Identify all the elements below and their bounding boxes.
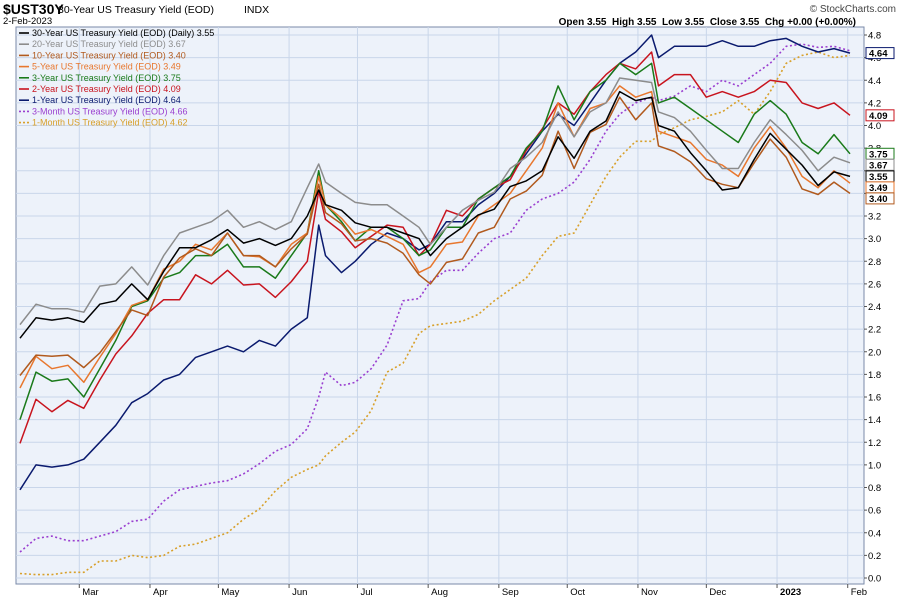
y-tick-label: 4.4 bbox=[868, 76, 881, 87]
grid-layer bbox=[16, 27, 864, 584]
legend-entry: 2-Year US Treasury Yield (EOD) 4.09 bbox=[32, 84, 181, 94]
y-tick-label: 1.2 bbox=[868, 438, 881, 449]
watermark: © StockCharts.com bbox=[810, 4, 896, 15]
last-value-badge bbox=[865, 158, 895, 171]
x-tick-label: May bbox=[221, 587, 239, 598]
last-value-label: 3.55 bbox=[869, 172, 888, 183]
series-line bbox=[19, 43, 851, 553]
last-value-label: 4.64 bbox=[869, 49, 888, 60]
y-tick-label: 0.6 bbox=[868, 506, 881, 517]
y-tick-label: 2.2 bbox=[868, 325, 881, 336]
y-tick-label: 2.4 bbox=[868, 302, 881, 313]
last-value-badge bbox=[865, 192, 895, 205]
ohlc-readout: Open 3.55 High 3.55 Low 3.55 Close 3.55 … bbox=[559, 17, 856, 28]
x-tick-label: Mar bbox=[82, 587, 98, 598]
y-tick-label: 4.0 bbox=[868, 121, 881, 132]
y-tick-label: 4.8 bbox=[868, 31, 881, 42]
x-tick-label: Feb bbox=[851, 587, 867, 598]
last-value-badge bbox=[865, 47, 895, 60]
legend-entry: 10-Year US Treasury Yield (EOD) 3.40 bbox=[32, 50, 186, 60]
x-tick-label: Dec bbox=[709, 587, 726, 598]
y-tick-label: 2.6 bbox=[868, 279, 881, 290]
series-line bbox=[19, 90, 851, 339]
y-tick-label: 0.4 bbox=[868, 528, 881, 539]
x-axis: Mar Apr May Jun Jul Aug Sep Oct Nov Dec 2023 Feb bbox=[78, 584, 867, 598]
exchange-label: INDX bbox=[244, 4, 269, 16]
y-tick-label: 3.0 bbox=[868, 234, 881, 245]
legend-entry: 30-Year US Treasury Yield (EOD) (Daily) … bbox=[32, 28, 214, 38]
x-tick-label: Sep bbox=[502, 587, 519, 598]
legend-entry: 3-Year US Treasury Yield (EOD) 3.75 bbox=[32, 73, 181, 83]
y-tick-label: 0.2 bbox=[868, 551, 881, 562]
last-value-label: 3.49 bbox=[869, 183, 888, 194]
y-tick-label: 1.0 bbox=[868, 460, 881, 471]
y-tick-label: 2.0 bbox=[868, 347, 881, 358]
symbol-label: $UST30Y bbox=[3, 1, 64, 17]
x-tick-label: Jun bbox=[292, 587, 307, 598]
x-tick-label: Apr bbox=[153, 587, 168, 598]
y-tick-label: 3.2 bbox=[868, 212, 881, 223]
series-line bbox=[19, 77, 851, 326]
y-tick-label: 1.8 bbox=[868, 370, 881, 381]
series-layer bbox=[19, 34, 851, 576]
legend-entry: 1-Month US Treasury Yield (EOD) 4.62 bbox=[32, 118, 188, 128]
x-tick-label: 2023 bbox=[780, 587, 801, 598]
y-tick-label: 4.2 bbox=[868, 98, 881, 109]
legend: 30-Year US Treasury Yield (EOD) (Daily) … bbox=[19, 28, 214, 128]
last-value-label: 3.67 bbox=[869, 160, 888, 171]
legend-entry: 20-Year US Treasury Yield (EOD) 3.67 bbox=[32, 39, 186, 49]
series-line bbox=[19, 96, 851, 376]
last-value-badge bbox=[865, 109, 895, 122]
y-tick-label: 0.8 bbox=[868, 483, 881, 494]
legend-entry: 5-Year US Treasury Yield (EOD) 3.49 bbox=[32, 62, 181, 72]
x-tick-label: Oct bbox=[570, 587, 585, 598]
x-tick-label: Aug bbox=[431, 587, 448, 598]
y-tick-label: 2.8 bbox=[868, 257, 881, 268]
legend-entry: 3-Month US Treasury Yield (EOD) 4.66 bbox=[32, 106, 188, 116]
last-value-label: 3.40 bbox=[869, 194, 888, 205]
x-tick-label: Jul bbox=[360, 587, 372, 598]
series-line bbox=[19, 85, 851, 389]
last-value-badges: 4.64 4.09 3.753.673.553.493.40 bbox=[865, 47, 895, 205]
chart-date: 2-Feb-2023 bbox=[3, 16, 52, 27]
x-tick-label: Nov bbox=[641, 587, 658, 598]
y-tick-label: 1.4 bbox=[868, 415, 881, 426]
y-tick-label: 0.0 bbox=[868, 574, 881, 585]
y-tick-label: 1.6 bbox=[868, 393, 881, 404]
series-line bbox=[19, 51, 851, 576]
last-value-label: 4.09 bbox=[869, 111, 888, 122]
instrument-description: 30-Year US Treasury Yield (EOD) bbox=[58, 4, 214, 16]
last-value-label: 3.75 bbox=[869, 149, 888, 160]
legend-entry: 1-Year US Treasury Yield (EOD) 4.64 bbox=[32, 95, 181, 105]
